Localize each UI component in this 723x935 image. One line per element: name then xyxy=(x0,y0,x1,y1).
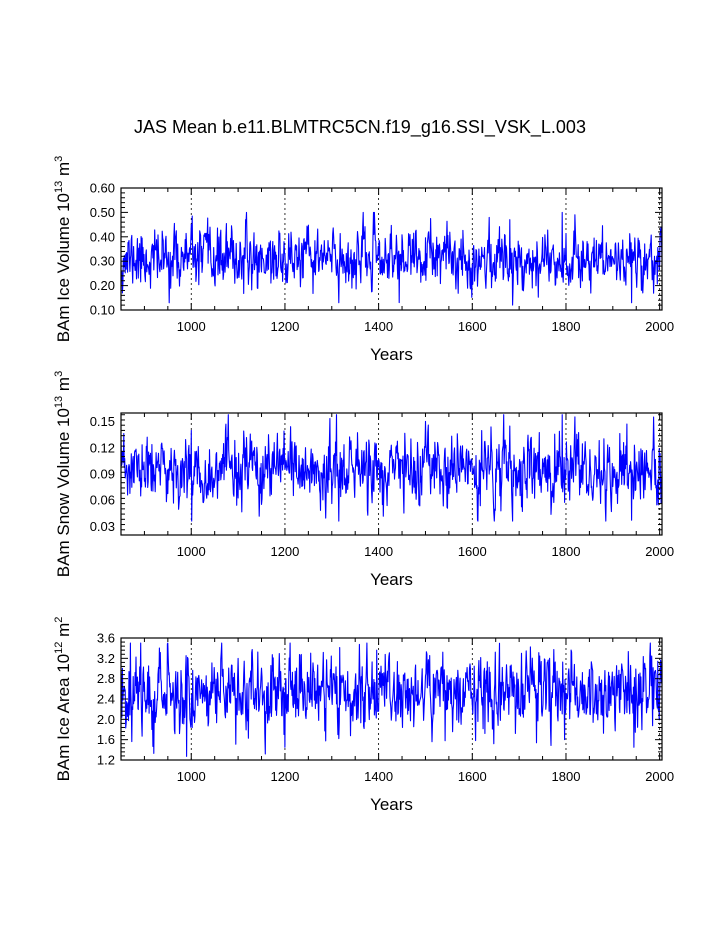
y-axis-label-exponent: 13 xyxy=(53,396,65,408)
y-tick-label: 0.20 xyxy=(90,278,115,293)
y-tick-label: 2.8 xyxy=(97,671,115,686)
x-tick-label: 1000 xyxy=(177,769,206,784)
y-tick-label: 2.4 xyxy=(97,692,115,707)
plot-frame xyxy=(120,187,663,311)
x-tick-label: 1000 xyxy=(177,319,206,334)
y-tick-label: 1.2 xyxy=(97,753,115,768)
x-tick-label: 1600 xyxy=(458,769,487,784)
x-tick-label: 1000 xyxy=(177,544,206,559)
y-axis-label-unit: m xyxy=(54,623,73,642)
y-axis-label-unit-exponent: 2 xyxy=(53,617,65,623)
panel-snow-volume: 1000 1200 1400 1600 1800 2000 0.03 0.06 0.09 0.12… xyxy=(53,371,674,589)
y-tick-label: 0.12 xyxy=(90,440,115,455)
x-tick-label: 2000 xyxy=(645,319,674,334)
y-tick-label: 0.50 xyxy=(90,205,115,220)
x-tick-label: 1400 xyxy=(364,544,393,559)
x-tick-label: 1600 xyxy=(458,319,487,334)
y-axis-label-main: BAm Snow Volume 10 xyxy=(54,408,73,577)
x-tick-label: 1600 xyxy=(458,544,487,559)
x-axis-label: Years xyxy=(370,570,413,589)
x-tick-label: 1800 xyxy=(552,544,581,559)
y-tick-label: 0.03 xyxy=(90,519,115,534)
panel-ice-volume: 1000 1200 1400 1600 1800 2000 0.10 0.20 0.30 0.40… xyxy=(53,156,674,364)
y-tick-label: 1.6 xyxy=(97,732,115,747)
panel-ice-area: 1000 1200 1400 1600 1800 2000 1.2 1.6 2.0 2.4 2.8 3… xyxy=(53,617,674,814)
y-axis-label: BAm Ice Area 1012 m2 xyxy=(53,617,73,782)
y-tick-label: 2.0 xyxy=(97,712,115,727)
y-tick-label: 0.40 xyxy=(90,229,115,244)
y-tick-label: 0.30 xyxy=(90,254,115,269)
x-tick-label: 1800 xyxy=(552,769,581,784)
y-axis-label-main: BAm Ice Volume 10 xyxy=(54,193,73,342)
x-axis-label: Years xyxy=(370,795,413,814)
plot-frame xyxy=(120,412,663,536)
y-axis-label-unit-exponent: 3 xyxy=(53,156,65,162)
chart-title: JAS Mean b.e11.BLMTRC5CN.f19_g16.SSI_VSK… xyxy=(134,117,586,138)
y-tick-label: 0.09 xyxy=(90,467,115,482)
x-tick-label: 2000 xyxy=(645,544,674,559)
x-axis-label: Years xyxy=(370,345,413,364)
y-axis-label-unit-exponent: 3 xyxy=(53,371,65,377)
series-line-snow-volume xyxy=(120,414,663,522)
y-axis-label-exponent: 12 xyxy=(53,642,65,654)
panels: 1000 1200 1400 1600 1800 2000 0.10 0.20 0.30 0.40… xyxy=(53,156,674,814)
x-tick-label: 2000 xyxy=(645,769,674,784)
y-axis-label-main: BAm Ice Area 10 xyxy=(54,654,73,782)
x-tick-label: 1400 xyxy=(364,769,393,784)
y-tick-label: 0.10 xyxy=(90,303,115,318)
y-tick-label: 3.6 xyxy=(97,631,115,646)
x-tick-label: 1200 xyxy=(270,544,299,559)
y-axis-label-unit: m xyxy=(54,377,73,396)
y-axis-label-unit: m xyxy=(54,162,73,181)
x-tick-label: 1400 xyxy=(364,319,393,334)
x-tick-label: 1200 xyxy=(270,769,299,784)
y-tick-label: 0.60 xyxy=(90,181,115,196)
y-axis-label-exponent: 13 xyxy=(53,181,65,193)
y-axis-label: BAm Ice Volume 1013 m3 xyxy=(53,156,73,343)
y-tick-label: 3.2 xyxy=(97,651,115,666)
series-line-ice-area xyxy=(120,642,663,757)
y-tick-label: 0.15 xyxy=(90,414,115,429)
y-axis-label: BAm Snow Volume 1013 m3 xyxy=(53,371,73,577)
y-tick-label: 0.06 xyxy=(90,493,115,508)
series-line-ice-volume xyxy=(120,211,663,306)
x-tick-label: 1800 xyxy=(552,319,581,334)
x-tick-label: 1200 xyxy=(270,319,299,334)
